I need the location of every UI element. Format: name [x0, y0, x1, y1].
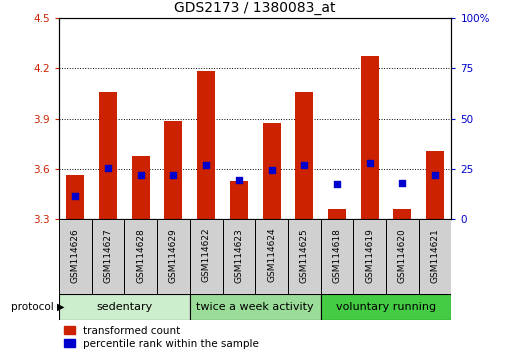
Bar: [92, 219, 125, 294]
Text: GSM114626: GSM114626: [71, 228, 80, 282]
Legend: transformed count, percentile rank within the sample: transformed count, percentile rank withi…: [64, 326, 259, 349]
Bar: [197, 71, 215, 219]
Bar: [157, 219, 190, 294]
Bar: [124, 219, 157, 294]
Text: GSM114624: GSM114624: [267, 228, 276, 282]
Text: protocol: protocol: [11, 302, 54, 312]
Bar: [426, 150, 444, 219]
Point: [235, 177, 243, 183]
Text: twice a week activity: twice a week activity: [196, 302, 314, 312]
Point: [366, 160, 374, 166]
Text: GSM114621: GSM114621: [430, 228, 440, 282]
Bar: [132, 155, 150, 219]
Bar: [321, 219, 353, 294]
Text: GSM114625: GSM114625: [300, 228, 309, 282]
Bar: [321, 294, 451, 320]
Text: GSM114619: GSM114619: [365, 228, 374, 282]
Bar: [230, 181, 248, 219]
Point: [300, 162, 308, 168]
Bar: [361, 56, 379, 219]
Text: voluntary running: voluntary running: [336, 302, 436, 312]
Bar: [66, 175, 84, 219]
Bar: [386, 219, 419, 294]
Text: GSM114629: GSM114629: [169, 228, 178, 282]
Text: GSM114623: GSM114623: [234, 228, 243, 282]
Point: [169, 172, 177, 178]
Bar: [393, 210, 411, 219]
Bar: [223, 219, 255, 294]
Text: GSM114620: GSM114620: [398, 228, 407, 282]
Bar: [295, 92, 313, 219]
Text: GSM114628: GSM114628: [136, 228, 145, 282]
Bar: [263, 123, 281, 219]
Bar: [190, 294, 321, 320]
Text: ▶: ▶: [57, 302, 65, 312]
Title: GDS2173 / 1380083_at: GDS2173 / 1380083_at: [174, 1, 336, 15]
Bar: [419, 219, 451, 294]
Point: [267, 167, 275, 173]
Point: [71, 193, 80, 199]
Text: GSM114618: GSM114618: [332, 228, 342, 282]
Point: [333, 181, 341, 187]
Text: GSM114622: GSM114622: [202, 228, 211, 282]
Text: GSM114627: GSM114627: [104, 228, 112, 282]
Text: sedentary: sedentary: [96, 302, 152, 312]
Point: [104, 165, 112, 171]
Bar: [165, 121, 183, 219]
Bar: [288, 219, 321, 294]
Bar: [190, 219, 223, 294]
Bar: [59, 294, 190, 320]
Bar: [328, 209, 346, 219]
Point: [202, 162, 210, 168]
Bar: [353, 219, 386, 294]
Point: [398, 181, 406, 186]
Bar: [59, 219, 92, 294]
Point: [431, 172, 439, 178]
Bar: [99, 92, 117, 219]
Bar: [255, 219, 288, 294]
Point: [136, 172, 145, 178]
